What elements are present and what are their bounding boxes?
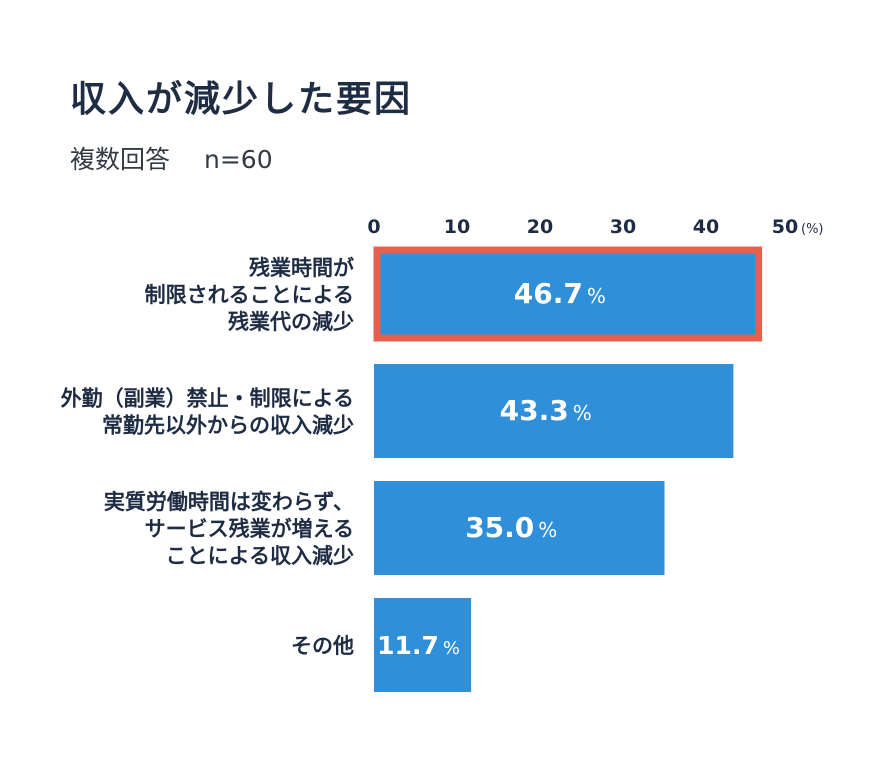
category-label: 残業時間が xyxy=(249,256,354,280)
x-tick-label: 10 xyxy=(444,216,470,238)
bar xyxy=(374,598,472,692)
bar-value-number: 43.3 xyxy=(500,394,569,427)
bar-value-label: 46.7% xyxy=(514,277,606,310)
x-tick-label: 20 xyxy=(527,216,553,238)
category-label: 実質労働時間は変わらず、 xyxy=(104,490,354,514)
category-label: 常勤先以外からの収入減少 xyxy=(102,414,354,438)
category-label: サービス残業が増える xyxy=(145,517,354,541)
bar-value-label: 11.7% xyxy=(377,631,460,660)
x-tick-label: 50 xyxy=(772,216,798,238)
category-label: 制限されることによる xyxy=(145,283,354,307)
chart-title: 収入が減少した要因 xyxy=(70,79,413,120)
x-tick-label: 0 xyxy=(367,216,380,238)
chart-subtitle: 複数回答 n=60 xyxy=(70,140,273,176)
subtitle-answer-type: 複数回答 xyxy=(70,145,171,174)
subtitle-sample-size: n=60 xyxy=(204,145,273,174)
bar-value-unit: % xyxy=(587,284,606,308)
bar-value-number: 46.7 xyxy=(514,277,583,310)
bar-value-label: 43.3% xyxy=(500,394,592,427)
category-label: 残業代の減少 xyxy=(228,310,354,334)
x-axis-unit-label: (%) xyxy=(801,222,824,237)
category-label: ことによる収入減少 xyxy=(166,544,354,568)
category-label: その他 xyxy=(291,634,354,658)
bar xyxy=(374,481,665,575)
category-label: 外勤（副業）禁止・制限による xyxy=(61,387,354,411)
bar xyxy=(374,364,734,458)
bar-value-unit: % xyxy=(573,401,592,425)
bar-value-label: 35.0% xyxy=(465,511,557,544)
x-tick-label: 40 xyxy=(693,216,719,238)
bar-highlighted xyxy=(373,246,763,342)
bar-value-number: 11.7 xyxy=(377,631,439,660)
bar-value-number: 35.0 xyxy=(465,511,534,544)
bar-value-unit: % xyxy=(443,638,460,659)
x-tick-label: 30 xyxy=(610,216,636,238)
bar-value-unit: % xyxy=(538,518,557,542)
